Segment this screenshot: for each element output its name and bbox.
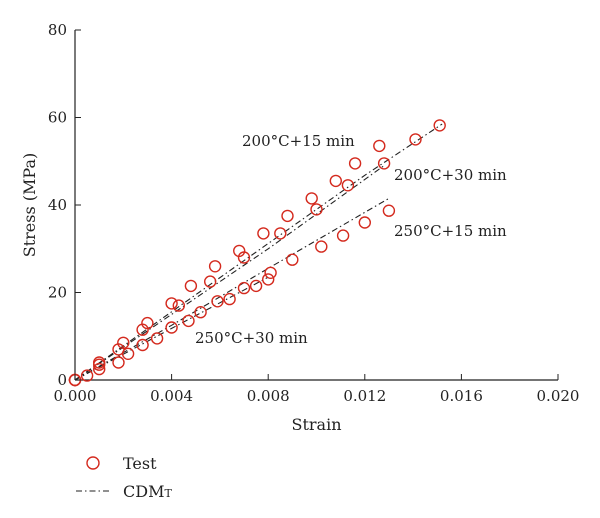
series-label-250c-15min: 250°C+15 min [394,222,507,240]
test-point [194,306,207,319]
test-point [203,275,217,288]
x-axis-title: Strain [292,415,342,434]
legend-test-marker [86,456,100,470]
test-point [92,362,106,376]
test-point [341,179,355,192]
test-point [305,192,318,205]
test-point [358,216,371,229]
y-axis-title: Stress (MPa) [20,153,39,257]
test-point [348,157,362,170]
y-tick-label: 60 [48,109,67,127]
axis-ticks: 0.000 0.004 0.008 0.012 0.016 0.020 0 20 40 60 80 [48,21,580,405]
test-point [336,229,350,242]
x-tick-label: 0.016 [440,387,483,405]
model-curve [74,276,269,381]
series-label-200c-30min: 200°C+30 min [394,166,507,184]
test-point [237,281,251,295]
test-point [165,321,178,334]
x-tick-label: 0.012 [343,387,386,405]
test-point [249,279,263,293]
test-point [172,299,186,312]
test-point [92,356,106,369]
y-tick-label: 80 [48,21,67,39]
test-markers [68,119,446,387]
test-point [237,251,251,264]
legend-test-label: Test [123,454,157,473]
legend-model-label: CDMT [123,482,172,501]
series-label-250c-30min: 250°C+30 min [195,329,308,347]
test-point [262,273,275,286]
y-tick-label: 0 [57,371,67,389]
series-labels: 200°C+15 min 200°C+30 min 250°C+15 min 2… [195,132,507,347]
test-point [382,204,396,217]
test-point [257,227,270,240]
test-point [223,292,236,306]
test-point [136,323,149,336]
test-point [211,295,224,308]
y-tick-label: 20 [48,284,67,302]
test-point [281,209,294,223]
test-point [150,332,164,345]
legend-model-main: CDM [123,482,164,501]
test-point [112,356,125,369]
x-tick-label: 0.000 [54,387,97,405]
test-point [274,227,287,240]
test-point [409,133,422,146]
legend-model-sub: T [164,487,172,500]
x-tick-label: 0.020 [537,387,580,405]
test-point [80,369,94,382]
test-point [165,297,178,310]
test-point [433,119,446,132]
test-point [310,203,323,216]
test-point [208,260,222,273]
test-point [329,174,342,188]
test-point [286,253,299,266]
test-point [315,240,328,253]
test-point [182,314,195,328]
test-point [136,338,149,352]
test-point [373,139,386,153]
test-point [184,279,198,293]
test-point [377,157,391,170]
y-tick-label: 40 [48,196,67,214]
legend: Test CDMT [76,454,172,501]
x-tick-label: 0.008 [247,387,290,405]
test-point [121,347,135,360]
test-point [264,266,277,279]
series-label-200c-15min: 200°C+15 min [242,132,355,150]
x-tick-label: 0.004 [150,387,193,405]
